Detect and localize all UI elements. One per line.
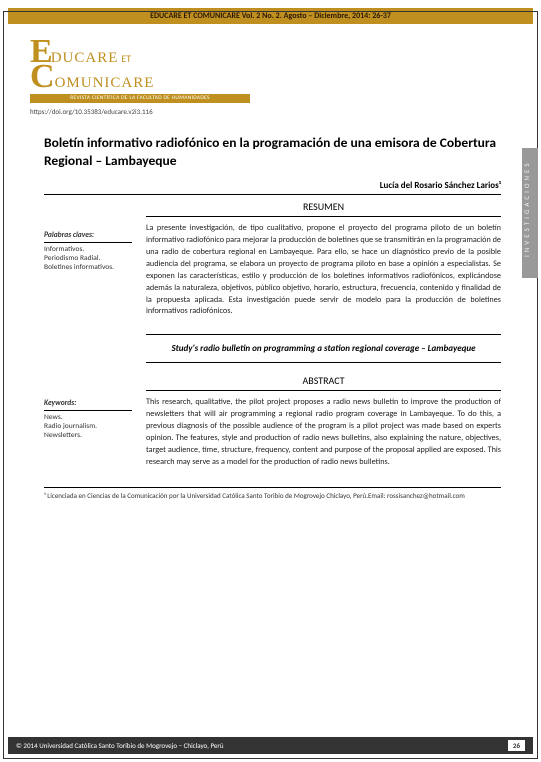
keyword-en-2: Radio journalism. bbox=[44, 422, 132, 431]
article-title: Boletín informativo radiofónico en la pr… bbox=[44, 134, 501, 170]
keywords-es-block: Palabras claves: Informativos. Periodism… bbox=[44, 197, 132, 363]
keywords-en-head: Keywords: bbox=[44, 399, 132, 408]
keyword-en-3: Newsletters. bbox=[44, 431, 132, 440]
keyword-es-3: Boletines informativos. bbox=[44, 263, 132, 272]
keyword-es-1: Informativos. bbox=[44, 245, 132, 254]
english-title: Study's radio bulletin on programming a … bbox=[146, 334, 501, 363]
abstract-text: This research, qualitative, the pilot pr… bbox=[146, 397, 501, 468]
abstract-heading: ABSTRACT bbox=[146, 371, 501, 391]
keywords-en-block: Keywords: News. Radio journalism. Newsle… bbox=[44, 371, 132, 468]
page-number: 26 bbox=[508, 740, 525, 751]
keyword-en-1: News. bbox=[44, 413, 132, 422]
resumen-heading: RESUMEN bbox=[146, 197, 501, 217]
section-side-tab: INVESTIGACIONES bbox=[522, 148, 538, 278]
resumen-text: La presente investigación, de tipo cuali… bbox=[146, 223, 501, 318]
keywords-es-head: Palabras claves: bbox=[44, 231, 132, 240]
keyword-es-2: Periodismo Radial. bbox=[44, 254, 132, 263]
article-author: Lucía del Rosario Sánchez Larios¹ bbox=[44, 180, 501, 195]
page-footer: © 2014 Universidad Católica Santo Toribi… bbox=[8, 737, 533, 754]
footer-copyright: © 2014 Universidad Católica Santo Toribi… bbox=[16, 741, 224, 750]
